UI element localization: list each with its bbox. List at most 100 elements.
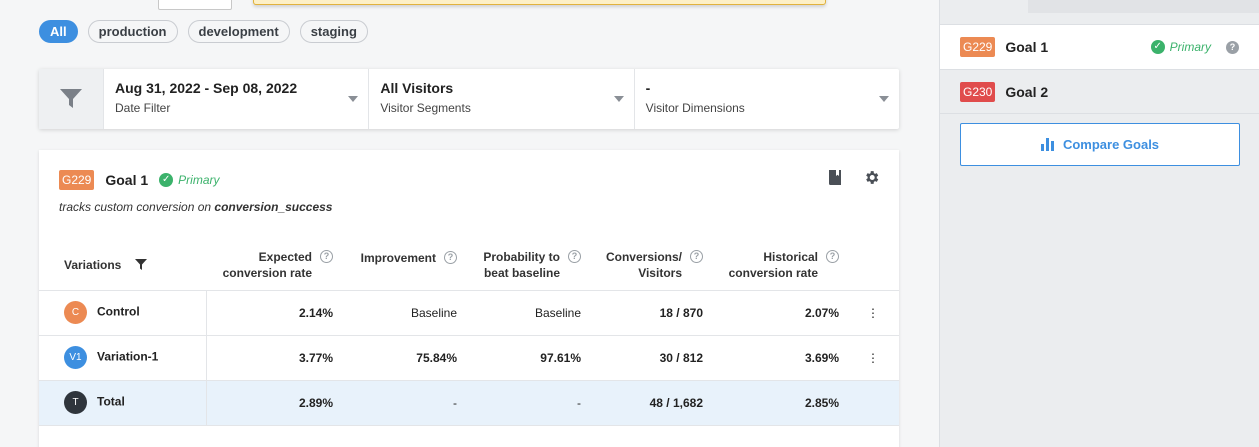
variations-header: Variations (39, 240, 206, 291)
compare-goals-button[interactable]: Compare Goals (960, 123, 1240, 166)
historical-rate-header-label: Historical conversion rate (728, 249, 818, 280)
improvement-cell: Baseline (341, 290, 465, 336)
env-pill-production[interactable]: production (87, 20, 178, 43)
chevron-down-icon (878, 96, 889, 102)
help-icon[interactable]: ? (320, 249, 333, 263)
conversions-header: Conversions/ Visitors? (589, 240, 711, 291)
notification-banner (253, 0, 826, 5)
goal-card: G229 Goal 1 ✓ Primary tracks custom conv… (39, 150, 899, 447)
goal-description-prefix: tracks custom conversion on (59, 200, 212, 214)
probability-header-label: Probability to beat baseline (483, 249, 560, 280)
improvement-cell: 75.84% (341, 335, 465, 381)
historical-rate-cell: 3.69% (711, 335, 847, 381)
help-icon[interactable]: ? (1226, 40, 1239, 54)
variation-cell: C Control (39, 290, 207, 336)
primary-label: Primary (178, 173, 220, 187)
probability-cell: - (465, 380, 589, 426)
env-pill-all[interactable]: All (39, 20, 78, 43)
expected-rate-header-label: Expected conversion rate (222, 249, 312, 280)
variations-header-label: Variations (64, 257, 122, 272)
chevron-down-icon (348, 96, 359, 102)
goal-name: Goal 2 (1005, 83, 1049, 100)
help-icon[interactable]: ? (826, 249, 839, 263)
dimension-filter-value: - (645, 80, 651, 96)
improvement-cell: - (341, 380, 465, 426)
goal-title: Goal 1 (105, 172, 149, 188)
date-filter[interactable]: Aug 31, 2022 - Sep 08, 2022 Date Filter (104, 69, 370, 129)
card-actions (827, 169, 880, 186)
variation-name: Control (97, 304, 140, 319)
conversions-cell: 30 / 812 (589, 335, 711, 381)
goal-event-name: conversion_success (214, 200, 333, 214)
goal-id-badge: G229 (960, 37, 996, 57)
goal-id-badge: G229 (59, 170, 95, 190)
goal-header: G229 Goal 1 ✓ Primary (59, 170, 220, 190)
table-row: C Control 2.14% Baseline Baseline 18 / 87… (39, 290, 899, 336)
variation-badge: T (64, 391, 87, 414)
funnel-icon[interactable] (135, 259, 148, 271)
variation-name: Variation-1 (97, 349, 159, 364)
sidebar-tab-inactive[interactable] (1028, 0, 1259, 13)
table-row: V1 Variation-1 3.77% 75.84% 97.61% 30 / 8… (39, 335, 899, 381)
historical-rate-cell: 2.85% (711, 380, 847, 426)
actions-header (847, 240, 899, 291)
help-icon[interactable]: ? (690, 249, 703, 263)
expected-rate-cell: 2.89% (206, 380, 341, 426)
env-pill-development[interactable]: development (187, 20, 290, 43)
funnel-icon (60, 89, 82, 108)
check-circle-icon: ✓ (1150, 40, 1165, 54)
top-input[interactable] (158, 0, 232, 10)
more-options-icon[interactable]: ⋮ (847, 290, 899, 336)
sidebar-goal-2[interactable]: G230 Goal 2 (940, 69, 1259, 114)
help-icon[interactable]: ? (568, 249, 581, 263)
variation-badge: V1 (64, 346, 87, 369)
dimension-filter-label: Visitor Dimensions (645, 101, 745, 115)
segment-filter[interactable]: All Visitors Visitor Segments (369, 69, 635, 129)
help-icon[interactable]: ? (444, 251, 457, 264)
variation-badge: C (64, 301, 87, 324)
book-icon[interactable] (827, 169, 843, 186)
filter-toggle[interactable] (39, 69, 104, 129)
primary-label: Primary (1169, 40, 1211, 54)
primary-indicator: ✓ Primary (1150, 40, 1211, 54)
date-filter-value: Aug 31, 2022 - Sep 08, 2022 (115, 80, 298, 96)
probability-header: Probability to beat baseline? (465, 240, 589, 291)
chevron-down-icon (613, 96, 624, 102)
dimension-filter[interactable]: - Visitor Dimensions (635, 69, 899, 129)
top-label (40, 0, 110, 2)
sidebar-tab-active[interactable] (940, 0, 1028, 14)
goal-id-badge: G230 (960, 81, 996, 102)
improvement-header: Improvement? (341, 240, 465, 291)
env-pill-staging[interactable]: staging (299, 20, 368, 43)
bar-chart-icon (1040, 138, 1054, 151)
empty-cell (847, 380, 899, 426)
sidebar-goal-1[interactable]: G229 Goal 1 ✓ Primary ? (940, 24, 1259, 69)
improvement-header-label: Improvement (360, 251, 436, 265)
results-table: Variations Expected conversion rate? Imp… (39, 240, 899, 426)
filter-bar: Aug 31, 2022 - Sep 08, 2022 Date Filter … (39, 69, 899, 129)
more-options-icon[interactable]: ⋮ (847, 335, 899, 381)
gear-icon[interactable] (863, 169, 880, 186)
table-row-total: T Total 2.89% - - 48 / 1,682 2.85% (39, 380, 899, 426)
goal-description: tracks custom conversion on conversion_s… (59, 200, 332, 214)
historical-rate-cell: 2.07% (711, 290, 847, 336)
segment-filter-value: All Visitors (380, 80, 454, 96)
goals-sidebar: G229 Goal 1 ✓ Primary ? G230 Goal 2 Comp… (939, 0, 1259, 447)
probability-cell: Baseline (465, 290, 589, 336)
historical-rate-header: Historical conversion rate? (711, 240, 847, 291)
sidebar-tabs (940, 0, 1259, 24)
segment-filter-label: Visitor Segments (380, 101, 471, 115)
variation-cell: T Total (39, 380, 207, 426)
date-filter-label: Date Filter (115, 101, 171, 115)
check-circle-icon: ✓ (159, 173, 174, 187)
expected-rate-cell: 2.14% (206, 290, 341, 336)
conversions-header-label: Conversions/ Visitors (605, 249, 682, 280)
expected-rate-header: Expected conversion rate? (206, 240, 341, 291)
expected-rate-cell: 3.77% (206, 335, 341, 381)
variation-cell: V1 Variation-1 (39, 335, 207, 381)
probability-cell: 97.61% (465, 335, 589, 381)
conversions-cell: 48 / 1,682 (589, 380, 711, 426)
variation-name: Total (97, 394, 125, 409)
goal-name: Goal 1 (1005, 39, 1049, 55)
environment-filter: All production development staging (39, 20, 368, 43)
